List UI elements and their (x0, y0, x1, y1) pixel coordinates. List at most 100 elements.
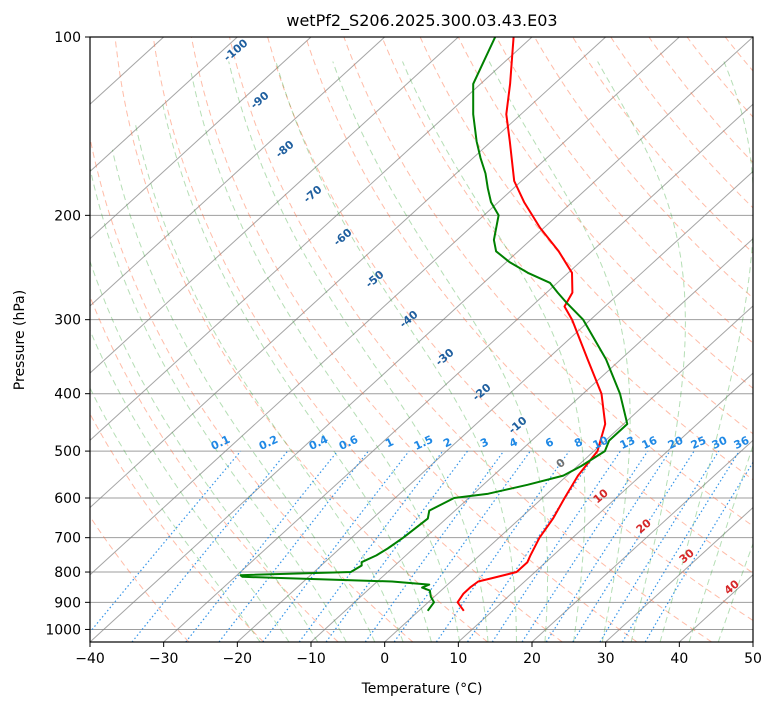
moist-adiabat-line (162, 104, 432, 642)
mixing-ratio-line (467, 450, 599, 642)
temperature-profile-line (456, 37, 607, 612)
dry-adiabat-label: -50 (363, 268, 387, 291)
moist-adiabat-line (111, 149, 376, 642)
dry-adiabat-line (419, 37, 753, 435)
dry-adiabat-line (229, 37, 712, 642)
moist-adiabat-line (90, 328, 290, 642)
dry-adiabat-line (90, 412, 264, 642)
skewed-isotherm-line (310, 237, 753, 642)
moist-adiabat-line (90, 165, 347, 642)
moist-adiabat-line (688, 444, 753, 642)
mixing-ratio-line (90, 450, 242, 634)
dry-adiabat-label: -10 (506, 414, 530, 437)
dry-adiabat-line (267, 37, 753, 622)
dry-adiabat-line (763, 37, 775, 642)
y-axis-label: Pressure (hPa) (12, 290, 28, 390)
dry-adiabat-line (90, 295, 339, 642)
isotherm-label: 0 (554, 456, 568, 471)
mixing-ratio-label: 4 (507, 435, 520, 450)
x-tick-label: −20 (223, 651, 253, 667)
dry-adiabat-line (90, 515, 190, 642)
moist-adiabat-line (488, 61, 631, 642)
mixing-ratio-line (599, 450, 720, 642)
y-axis: 100 200 300 400 500 600 700 800 900 1000 (45, 30, 90, 638)
x-tick-label: 30 (597, 651, 615, 667)
mixing-ratio-label: 2 (441, 435, 453, 450)
dry-adiabat-line (648, 37, 753, 164)
dry-adiabat-label: -30 (433, 346, 457, 369)
y-tick-label: 700 (54, 531, 81, 547)
x-tick-label: −10 (296, 651, 326, 667)
mixing-ratio-line (262, 450, 410, 642)
skewed-isotherm-line (163, 103, 753, 642)
skewed-isotherm-line (90, 37, 607, 509)
x-tick-label: 0 (380, 651, 389, 667)
x-tick-label: −30 (149, 651, 179, 667)
mixing-ratio-label: 1.5 (412, 433, 435, 453)
skewed-isotherm-line (90, 37, 680, 576)
dewpoint-profile-line (239, 37, 629, 612)
moist-adiabat-line (228, 61, 489, 642)
mixing-ratio-line (393, 450, 531, 642)
dry-adiabat-line (114, 37, 488, 642)
dry-adiabat-line (495, 37, 753, 344)
dry-adiabat-label: -80 (273, 138, 297, 161)
skewed-isotherm-line (90, 37, 238, 173)
x-axis-label: Temperature (°C) (361, 681, 483, 697)
moist-adiabat-line (332, 61, 549, 642)
isotherm-label: 10 (591, 486, 611, 506)
x-tick-label: 10 (449, 651, 467, 667)
dry-adiabat-line (724, 37, 753, 72)
moist-adiabat-line (659, 61, 753, 642)
dry-adiabat-label: -70 (301, 183, 325, 206)
mixing-ratio-label: 0.6 (337, 433, 360, 453)
dry-adiabat-line (90, 135, 414, 642)
y-tick-label: 500 (54, 444, 81, 460)
skewed-isotherm-line (90, 37, 459, 374)
skewed-isotherm-line (752, 641, 753, 642)
x-tick-label: 40 (670, 651, 688, 667)
skewed-isotherm-line (384, 305, 753, 642)
mixing-ratio-line (218, 450, 369, 642)
mixing-ratio-line (644, 461, 753, 642)
background-lines (90, 37, 775, 642)
mixing-ratio-line (545, 450, 671, 642)
x-tick-label: 50 (744, 651, 762, 667)
mixing-ratio-label: 16 (640, 434, 660, 452)
x-tick-label: 20 (523, 651, 541, 667)
mixing-ratio-label: 6 (543, 435, 556, 450)
dry-adiabat-line (343, 37, 753, 527)
mixing-ratio-line (491, 450, 621, 642)
mixing-ratio-label: 0.4 (307, 433, 330, 453)
moist-adiabat-line (275, 61, 517, 642)
skewed-isotherm-line (90, 37, 312, 240)
moist-adiabat-line (190, 72, 461, 642)
dry-adiabat-label: -90 (248, 89, 272, 112)
y-tick-label: 200 (54, 208, 81, 224)
skewed-isotherm-line (90, 37, 753, 642)
x-tick-label: −40 (75, 651, 105, 667)
mixing-ratio-label: 25 (689, 434, 708, 452)
sounding-profiles (239, 37, 629, 612)
dry-adiabat-line (190, 37, 638, 642)
mixing-ratio-label: 13 (618, 434, 637, 452)
mixing-ratio-label: 1 (383, 435, 395, 450)
moist-adiabat-line (134, 123, 404, 642)
mixing-ratio-line (572, 450, 695, 642)
chart-title: wetPf2_S206.2025.300.03.43.E03 (286, 11, 557, 31)
y-tick-label: 900 (54, 595, 81, 611)
dry-adiabat-line (457, 37, 753, 389)
mixing-ratio-label: 36 (732, 434, 752, 452)
isotherm-label: 30 (677, 546, 697, 566)
mixing-ratio-line (364, 450, 505, 642)
moist-adiabat-line (402, 61, 586, 642)
mixing-ratio-label: 10 (591, 434, 611, 452)
dry-adiabat-line (610, 37, 753, 209)
dry-adiabat-line (381, 37, 753, 481)
mixing-ratio-line (621, 450, 740, 642)
dry-adiabat-line (686, 37, 753, 118)
dry-adiabat-label: -20 (470, 381, 494, 404)
mixing-ratio-label: 20 (666, 434, 686, 452)
y-tick-label: 400 (54, 387, 81, 403)
